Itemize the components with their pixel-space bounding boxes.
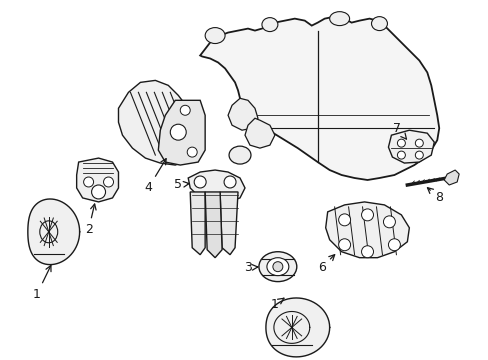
Ellipse shape bbox=[205, 28, 224, 44]
Text: 2: 2 bbox=[84, 204, 96, 236]
Circle shape bbox=[361, 209, 373, 221]
Text: 6: 6 bbox=[317, 255, 334, 274]
Polygon shape bbox=[200, 17, 438, 180]
Circle shape bbox=[91, 185, 105, 199]
Circle shape bbox=[397, 151, 405, 159]
Polygon shape bbox=[158, 100, 205, 165]
Ellipse shape bbox=[329, 12, 349, 26]
Polygon shape bbox=[77, 158, 118, 202]
Text: 7: 7 bbox=[393, 122, 406, 139]
Circle shape bbox=[180, 105, 190, 115]
Circle shape bbox=[414, 139, 423, 147]
Polygon shape bbox=[244, 118, 274, 148]
Ellipse shape bbox=[259, 252, 296, 282]
Polygon shape bbox=[220, 192, 238, 255]
Circle shape bbox=[383, 216, 395, 228]
Text: 4: 4 bbox=[144, 159, 166, 194]
Text: 1: 1 bbox=[33, 265, 51, 301]
Polygon shape bbox=[28, 199, 80, 265]
Polygon shape bbox=[387, 130, 433, 163]
Polygon shape bbox=[443, 170, 458, 185]
Polygon shape bbox=[265, 298, 329, 357]
Ellipse shape bbox=[262, 18, 277, 32]
Polygon shape bbox=[188, 170, 244, 202]
Text: 1: 1 bbox=[270, 298, 284, 311]
Polygon shape bbox=[325, 202, 408, 258]
Circle shape bbox=[338, 214, 350, 226]
Circle shape bbox=[224, 176, 236, 188]
Circle shape bbox=[272, 262, 282, 272]
Circle shape bbox=[103, 177, 113, 187]
Ellipse shape bbox=[371, 17, 386, 31]
Circle shape bbox=[187, 147, 197, 157]
Ellipse shape bbox=[266, 258, 288, 276]
Circle shape bbox=[83, 177, 93, 187]
Polygon shape bbox=[227, 98, 258, 130]
Circle shape bbox=[387, 239, 400, 251]
Polygon shape bbox=[190, 192, 205, 255]
Text: 3: 3 bbox=[244, 261, 258, 274]
Circle shape bbox=[397, 139, 405, 147]
Circle shape bbox=[338, 239, 350, 251]
Circle shape bbox=[170, 124, 186, 140]
Text: 8: 8 bbox=[427, 188, 442, 204]
Text: 5: 5 bbox=[174, 179, 189, 192]
Circle shape bbox=[361, 246, 373, 258]
Polygon shape bbox=[118, 80, 200, 165]
Circle shape bbox=[194, 176, 206, 188]
Circle shape bbox=[414, 151, 423, 159]
Polygon shape bbox=[205, 192, 222, 258]
Ellipse shape bbox=[228, 146, 250, 164]
